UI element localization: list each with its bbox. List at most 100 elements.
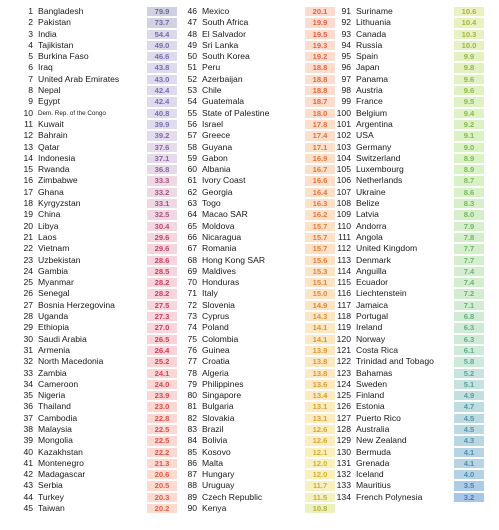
score-cell: 13.8 <box>305 357 335 367</box>
table-row: 27 Bosnia Herzegovina 27.5 <box>14 300 177 311</box>
country-name: Suriname <box>356 6 393 16</box>
country-name: Australia <box>356 423 390 434</box>
score-cell: 12.0 <box>305 458 335 469</box>
country-name: Hong Kong SAR <box>202 254 266 265</box>
rank-number: 50 <box>187 51 197 62</box>
rank-number: 13 <box>23 141 33 152</box>
table-row: 54 Guatemala 18.7 <box>178 96 338 107</box>
table-row: 74 Poland 14.1 <box>178 322 338 333</box>
country-name: Zambia <box>38 367 67 378</box>
country-name: Finland <box>356 390 385 401</box>
country-name: Ivory Coast <box>202 175 246 186</box>
table-row: 107 Ukraine 8.6 <box>332 187 492 198</box>
table-row: 124 Sweden 5.1 <box>332 379 492 390</box>
rank-number: 71 <box>187 288 197 299</box>
score-cell: 15.1 <box>305 278 335 288</box>
rank-number: 49 <box>187 39 197 50</box>
score-cell: 16.3 <box>305 199 335 209</box>
country-name: Denmark <box>356 254 391 265</box>
score-cell: 49.0 <box>147 40 177 51</box>
country-name: North Macedonia <box>38 356 104 367</box>
score-cell: 14.1 <box>305 334 335 344</box>
table-row: 5 Burkina Faso 46.6 <box>14 51 177 62</box>
country-name: Ethiopia <box>38 322 70 333</box>
country-name: Albania <box>202 164 231 175</box>
table-row: 47 South Africa 19.9 <box>178 17 338 28</box>
score-cell: 18.8 <box>305 63 335 73</box>
country-name: Moldova <box>202 220 235 231</box>
rank-number: 69 <box>187 265 197 276</box>
rank-number: 105 <box>336 164 351 175</box>
score-cell: 10.8 <box>305 504 335 514</box>
table-row: 104 Switzerland 8.9 <box>332 153 492 164</box>
rank-number: 53 <box>187 85 197 96</box>
score-cell: 46.6 <box>147 52 177 62</box>
country-name: Senegal <box>38 288 70 299</box>
score-cell: 13.1 <box>305 402 335 412</box>
table-row: 4 Tajikistan 49.0 <box>14 40 177 51</box>
table-row: 2 Pakistan 73.7 <box>14 17 177 28</box>
table-row: 116 Liechtenstein 7.2 <box>332 288 492 299</box>
country-name: Greece <box>202 130 231 141</box>
table-row: 26 Senegal 28.2 <box>14 288 177 299</box>
table-row: 58 Guyana 17.1 <box>178 142 338 153</box>
country-name: Pakistan <box>38 17 71 28</box>
rank-number: 103 <box>336 141 351 152</box>
score-cell: 40.8 <box>147 108 177 118</box>
score-cell: 22.8 <box>147 413 177 423</box>
country-name: Anguilla <box>356 265 387 276</box>
score-cell: 9.4 <box>454 108 484 118</box>
rank-number: 14 <box>23 152 33 163</box>
country-name: Gabon <box>202 152 228 163</box>
country-name: China <box>38 209 61 220</box>
score-cell: 19.9 <box>305 18 335 28</box>
table-row: 119 Ireland 6.3 <box>332 322 492 333</box>
table-row: 8 Nepal 42.4 <box>14 85 177 96</box>
table-row: 56 Israel 17.8 <box>178 119 338 130</box>
table-row: 106 Netherlands 8.7 <box>332 175 492 186</box>
country-name: India <box>38 28 57 39</box>
rank-number: 9 <box>28 96 33 107</box>
table-row: 80 Singapore 13.4 <box>178 390 338 401</box>
score-cell: 22.5 <box>147 424 177 435</box>
country-name: Macao SAR <box>202 209 248 220</box>
table-row: 114 Anguilla 7.4 <box>332 266 492 277</box>
rank-number: 21 <box>23 231 33 242</box>
rank-number: 68 <box>187 254 197 265</box>
table-row: 122 Trinidad and Tobago 5.8 <box>332 356 492 367</box>
table-row: 52 Azerbaijan 18.8 <box>178 74 338 85</box>
table-row: 117 Jamaica 7.1 <box>332 300 492 311</box>
score-cell: 4.7 <box>454 402 484 412</box>
country-name: Ireland <box>356 322 383 333</box>
table-row: 60 Albania 16.7 <box>178 164 338 175</box>
country-name: Jamaica <box>356 299 388 310</box>
table-row: 68 Hong Kong SAR 15.6 <box>178 255 338 266</box>
rank-number: 87 <box>187 469 197 480</box>
score-cell: 73.7 <box>147 18 177 28</box>
table-row: 100 Belgium 9.4 <box>332 108 492 119</box>
country-name: Taiwan <box>38 503 65 514</box>
table-row: 112 United Kingdom 7.7 <box>332 243 492 254</box>
score-cell: 10.0 <box>454 40 484 51</box>
score-cell: 37.1 <box>147 153 177 164</box>
score-cell: 43.8 <box>147 63 177 73</box>
country-name: Canada <box>356 28 387 39</box>
table-row: 1 Bangladesh 79.9 <box>14 6 177 17</box>
score-cell: 4.0 <box>454 470 484 480</box>
table-row: 44 Turkey 20.3 <box>14 492 177 503</box>
score-cell: 20.2 <box>147 504 177 514</box>
rank-number: 102 <box>336 130 351 141</box>
table-row: 101 Argentina 9.2 <box>332 119 492 130</box>
country-name: Cameroon <box>38 378 79 389</box>
rank-number: 12 <box>23 130 33 141</box>
table-row: 38 Malaysia 22.5 <box>14 424 177 435</box>
score-cell: 3.5 <box>454 481 484 491</box>
rank-number: 3 <box>28 28 33 39</box>
table-row: 90 Kenya 10.8 <box>178 503 338 514</box>
score-cell: 9.5 <box>454 97 484 107</box>
country-name: Georgia <box>202 186 233 197</box>
score-cell: 17.1 <box>305 142 335 152</box>
table-row: 73 Cyprus 14.3 <box>178 311 338 322</box>
rank-number: 11 <box>24 118 33 129</box>
country-name: Croatia <box>202 356 230 367</box>
